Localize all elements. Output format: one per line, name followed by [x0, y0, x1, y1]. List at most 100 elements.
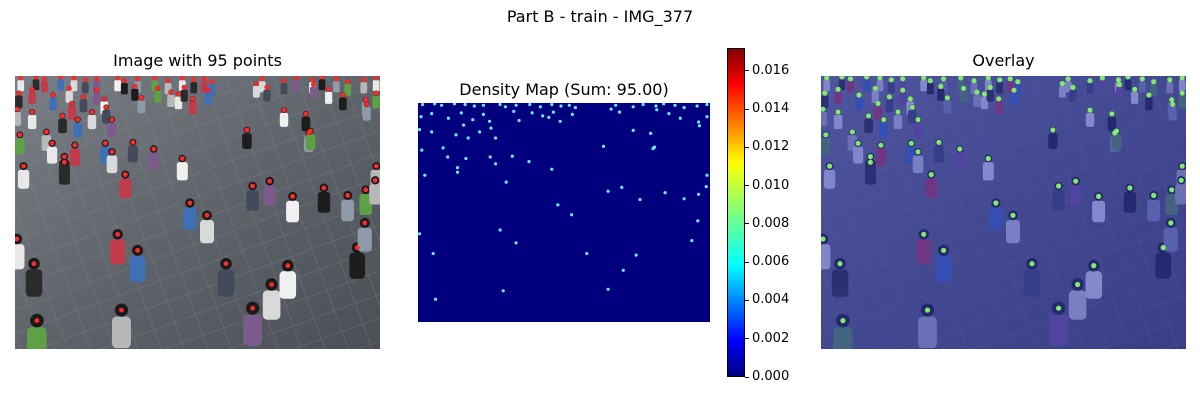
overlay-point — [1179, 76, 1185, 81]
density-point — [678, 116, 682, 120]
overlay-point — [985, 155, 991, 162]
density-point — [559, 104, 563, 108]
density-point — [697, 124, 701, 128]
overlay-point — [997, 77, 1003, 83]
annotation-point — [373, 76, 379, 81]
person-body — [129, 255, 146, 282]
overlay-point — [993, 200, 999, 206]
density-point — [570, 213, 574, 217]
overlay-point — [909, 104, 915, 110]
density-point — [530, 111, 534, 115]
density-map — [417, 102, 710, 322]
left-panel-title: Image with 95 points — [113, 51, 282, 70]
density-point — [567, 103, 571, 107]
person-body — [217, 269, 235, 297]
person-body — [188, 101, 197, 115]
person-body — [15, 112, 21, 126]
density-point — [601, 144, 606, 148]
overlay-point — [928, 172, 934, 178]
annotation-point — [179, 76, 185, 81]
colorbar-tick-label: 0.002 — [752, 330, 790, 346]
density-point — [697, 120, 701, 124]
annotation-point — [130, 140, 136, 145]
annotation-point — [340, 92, 346, 98]
overlay-point — [864, 76, 870, 80]
overlay-point — [1160, 245, 1166, 251]
annotation-point — [42, 76, 47, 82]
density-point — [420, 148, 424, 152]
person-body — [243, 314, 263, 346]
density-point — [455, 166, 460, 170]
density-point — [617, 110, 622, 114]
colorbar-tick-label: 0.000 — [752, 369, 790, 384]
overlay-point — [1151, 192, 1157, 198]
person-body — [27, 114, 37, 130]
overlay-point — [867, 154, 873, 160]
density-point — [662, 102, 666, 106]
density-point — [463, 102, 467, 107]
density-point — [466, 136, 470, 140]
density-point — [704, 185, 708, 189]
density-point — [494, 136, 498, 140]
person-body — [263, 185, 276, 206]
person-body — [112, 316, 131, 349]
overlay-point — [927, 78, 933, 84]
annotation-point — [62, 159, 67, 165]
annotation-point — [362, 220, 368, 226]
person-body — [174, 96, 183, 110]
overlay-point — [924, 307, 931, 313]
density-point — [547, 115, 551, 119]
overlay-point — [827, 163, 833, 169]
annotation-point — [361, 77, 367, 83]
person-body — [242, 133, 252, 149]
person-body — [180, 89, 188, 102]
overlay-point — [1059, 81, 1065, 87]
overlay-point — [921, 76, 927, 81]
person-body — [204, 92, 212, 105]
density-point — [558, 119, 562, 123]
density-point — [464, 156, 468, 161]
person-body — [110, 239, 126, 265]
overlay-point — [996, 96, 1002, 102]
annotation-point — [151, 146, 157, 152]
person-body — [106, 155, 118, 174]
person-body — [58, 166, 71, 185]
colorbar-tick-mark — [745, 299, 749, 301]
annotation-point — [181, 85, 187, 90]
person-body — [286, 200, 299, 223]
overlay-point — [1168, 220, 1174, 226]
person-body — [208, 84, 216, 96]
overlay-point — [1010, 212, 1016, 218]
person-body — [119, 178, 132, 199]
colorbar-tick-mark — [745, 146, 749, 148]
annotation-point — [29, 86, 35, 92]
overlay-point — [985, 76, 991, 81]
density-point — [614, 103, 618, 107]
colorbar-tick-mark — [745, 185, 749, 187]
annotation-point — [75, 117, 81, 122]
person-body — [246, 190, 259, 211]
density-point — [489, 126, 493, 130]
overlay-point — [1114, 128, 1120, 134]
overlay-point — [907, 96, 913, 102]
overlay-point — [938, 83, 944, 89]
person-body — [305, 134, 316, 150]
annotation-point — [363, 187, 369, 193]
density-point — [649, 131, 653, 135]
density-point — [638, 198, 642, 202]
annotation-points — [15, 76, 379, 323]
density-point — [510, 154, 514, 158]
annotation-point — [81, 94, 86, 100]
annotation-point — [18, 76, 24, 81]
density-point — [556, 203, 560, 207]
person-body — [15, 244, 25, 270]
annotation-point — [89, 109, 95, 115]
person-body — [332, 81, 340, 93]
density-point — [655, 108, 659, 112]
person-body — [148, 152, 159, 170]
density-point — [641, 102, 645, 107]
density-point — [430, 130, 434, 134]
density-point — [550, 167, 554, 171]
annotation-point — [29, 109, 35, 115]
overlay-point — [821, 236, 826, 242]
